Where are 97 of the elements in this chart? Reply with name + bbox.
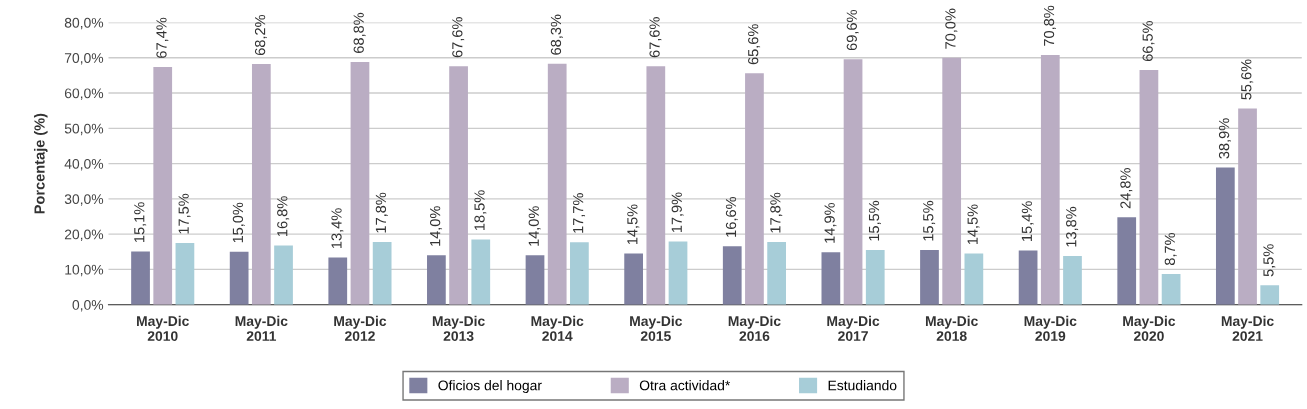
bar: [722, 246, 742, 305]
bar: [547, 63, 567, 305]
bar: [471, 239, 491, 305]
bar: [449, 66, 468, 305]
bar: [1161, 274, 1181, 305]
y-axis-title: Porcentaje (%): [33, 113, 48, 214]
bar: [745, 73, 764, 305]
bar: [1117, 217, 1137, 305]
bar: [153, 66, 173, 305]
bar: [175, 242, 195, 305]
y-tick-label: 40,0%: [64, 158, 104, 171]
bar: [274, 245, 293, 305]
bar: [843, 59, 863, 305]
data-label: 15,0%: [232, 202, 245, 243]
data-label: 66,5%: [1142, 20, 1155, 62]
data-label: 17,8%: [375, 192, 388, 233]
bar: [350, 62, 370, 305]
data-label: 17,8%: [770, 192, 783, 233]
data-label: 68,8%: [353, 12, 366, 53]
data-label: 5,5%: [1263, 244, 1276, 277]
bar: [1018, 250, 1038, 305]
bar: [229, 251, 249, 305]
data-label: 65,6%: [748, 24, 761, 65]
bar: [1215, 167, 1235, 305]
data-label: 70,0%: [945, 8, 958, 49]
bar: [372, 241, 392, 305]
x-tick-label: May-Dic 2016: [728, 315, 781, 341]
x-tick-label: May-Dic 2015: [630, 315, 683, 341]
bar: [1063, 256, 1082, 305]
data-label: 68,2%: [254, 14, 267, 56]
legend-label: Oficios del hogar: [438, 380, 542, 394]
data-label: 14,9%: [824, 202, 837, 243]
data-label: 14,5%: [627, 204, 640, 245]
bar: [1139, 70, 1159, 305]
bar: [920, 250, 939, 305]
bar: [525, 255, 545, 305]
data-label: 15,1%: [134, 202, 147, 242]
x-tick-label: May-Dic 2017: [827, 315, 880, 341]
x-tick-label: May-Dic 2021: [1221, 315, 1274, 341]
bar: [328, 257, 348, 305]
x-tick-label: May-Dic 2014: [531, 315, 584, 341]
data-label: 55,6%: [1241, 59, 1254, 100]
data-label: 18,5%: [474, 190, 487, 230]
data-label: 17,9%: [671, 192, 684, 233]
data-label: 13,8%: [1066, 206, 1079, 247]
y-tick-label: 30,0%: [64, 194, 104, 206]
x-tick-label: May-Dic 2010: [137, 315, 189, 341]
data-label: 68,3%: [550, 14, 563, 55]
data-label: 15,5%: [923, 200, 936, 241]
data-label: 15,4%: [1021, 201, 1034, 241]
bar: [251, 64, 271, 305]
data-label: 14,0%: [528, 206, 541, 246]
bar: [1238, 108, 1257, 305]
y-tick-label: 50,0%: [64, 123, 104, 136]
data-label: 13,4%: [331, 208, 344, 248]
x-tick-label: May-Dic 2012: [334, 315, 387, 341]
bar: [964, 253, 984, 305]
bar: [646, 66, 666, 305]
y-tick-label: 70,0%: [64, 53, 104, 65]
y-tick-label: 20,0%: [64, 229, 104, 241]
data-label: 17,5%: [178, 193, 191, 234]
bar: [942, 57, 962, 305]
bar: [624, 253, 643, 305]
data-label: 67,6%: [452, 17, 465, 58]
y-tick-label: 10,0%: [65, 264, 104, 277]
legend-label: Otra actividad*: [639, 380, 731, 391]
data-label: 16,6%: [725, 196, 738, 237]
bar: [865, 250, 885, 305]
data-label: 67,4%: [156, 17, 169, 58]
x-tick-label: May-Dic 2018: [925, 315, 978, 341]
x-tick-label: May-Dic 2011: [235, 315, 288, 341]
data-label: 69,6%: [846, 10, 859, 51]
bar: [1260, 285, 1280, 305]
data-label: 38,9%: [1218, 118, 1231, 159]
bar: [821, 252, 841, 305]
data-label: 70,8%: [1043, 5, 1056, 46]
bar: [767, 241, 786, 305]
data-label: 17,7%: [573, 193, 586, 233]
bar: [570, 242, 589, 305]
data-label: 14,0%: [429, 206, 443, 246]
data-label: 8,7%: [1164, 232, 1177, 266]
y-tick-label: 0,0%: [72, 300, 104, 312]
y-tick-label: 60,0%: [64, 88, 104, 100]
bar: [131, 251, 150, 305]
bar: [668, 241, 688, 305]
data-label: 67,6%: [649, 17, 662, 58]
data-label: 16,8%: [277, 196, 290, 236]
x-tick-label: May-Dic 2019: [1024, 315, 1077, 341]
y-tick-label: 80,0%: [64, 17, 104, 30]
x-tick-label: May-Dic 2020: [1123, 315, 1176, 341]
bar: [1040, 54, 1060, 305]
data-label: 24,8%: [1120, 168, 1133, 209]
x-tick-label: May-Dic 2013: [432, 315, 485, 341]
bar: [427, 255, 446, 305]
data-label: 15,5%: [868, 200, 881, 241]
data-label: 14,5%: [967, 204, 980, 245]
legend-label: Estudiando: [828, 380, 897, 391]
